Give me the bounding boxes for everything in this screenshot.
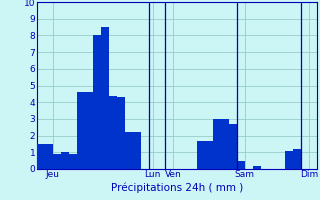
Bar xyxy=(197,141,205,169)
Bar xyxy=(221,119,229,169)
Bar xyxy=(125,132,133,169)
Bar xyxy=(77,92,85,169)
Bar xyxy=(229,124,237,169)
Bar xyxy=(133,132,141,169)
Bar xyxy=(253,166,261,169)
Bar xyxy=(101,27,109,169)
Bar xyxy=(117,97,125,169)
Bar xyxy=(37,144,45,169)
Bar xyxy=(109,96,117,169)
Bar xyxy=(85,92,93,169)
Bar xyxy=(93,35,101,169)
Bar xyxy=(285,151,293,169)
Bar xyxy=(61,152,69,169)
Bar xyxy=(237,161,245,169)
Bar xyxy=(53,154,61,169)
Bar xyxy=(205,141,213,169)
Bar xyxy=(69,154,77,169)
Bar xyxy=(293,149,301,169)
Bar xyxy=(213,119,221,169)
X-axis label: Précipitations 24h ( mm ): Précipitations 24h ( mm ) xyxy=(111,182,243,193)
Bar xyxy=(45,144,53,169)
